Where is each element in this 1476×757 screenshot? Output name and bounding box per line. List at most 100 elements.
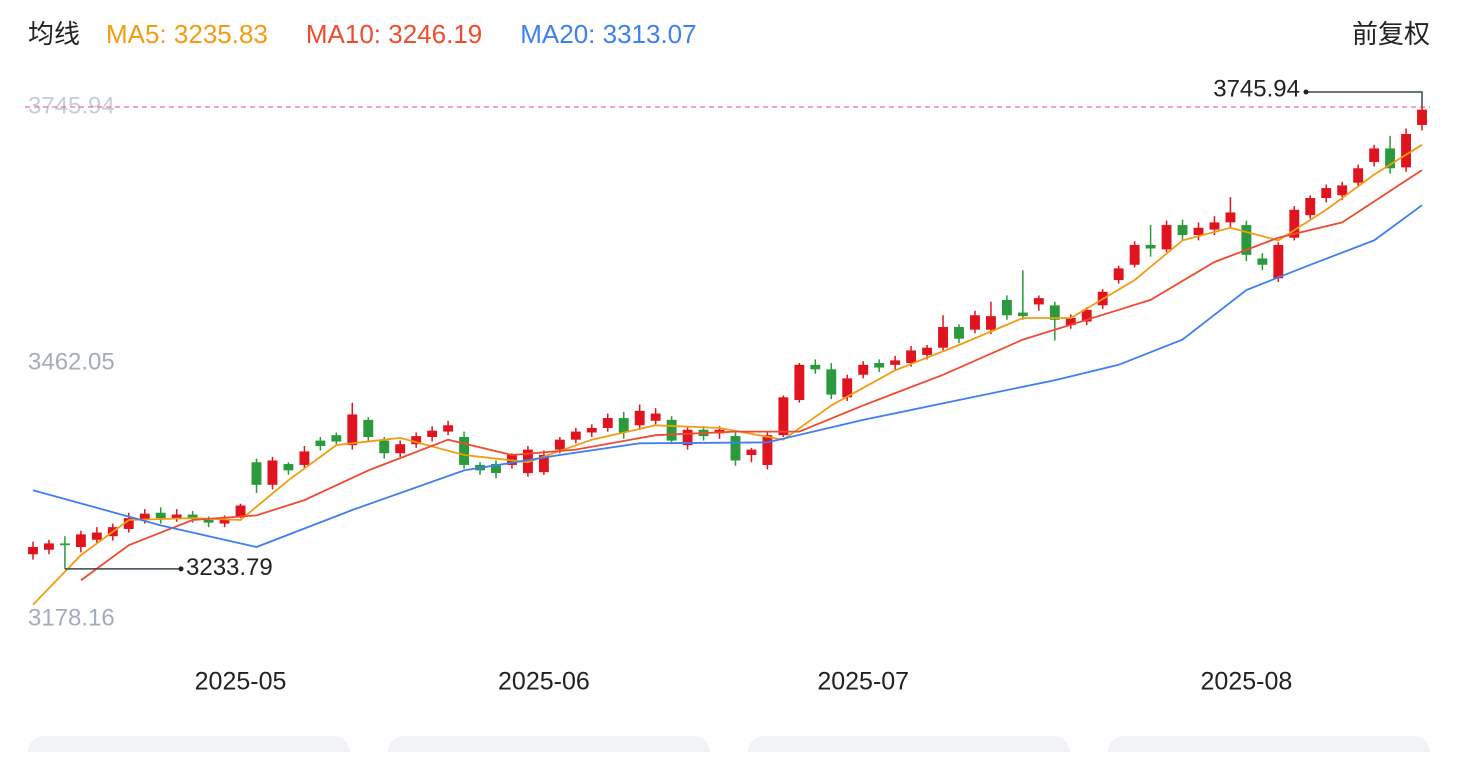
candle-body [203, 519, 214, 523]
candle-body [938, 326, 948, 348]
candle-body [299, 451, 310, 465]
legend-entry: MA20: 3313.07 [520, 19, 696, 49]
candle-body [283, 464, 294, 471]
x-tick-label: 2025-08 [1201, 668, 1293, 696]
candle-body [43, 543, 54, 550]
candle-body [746, 449, 757, 456]
candle-body [491, 464, 501, 474]
candle-body [411, 436, 422, 445]
candle-body [1193, 227, 1204, 235]
ma-line [32, 204, 1423, 548]
candle-body [91, 532, 102, 540]
candle-body [267, 460, 278, 485]
candle-body [1017, 312, 1028, 317]
candle-body [1081, 309, 1092, 322]
max-pointer [1306, 91, 1423, 107]
candle-body [363, 419, 374, 437]
candle-body [778, 397, 789, 436]
tab[interactable] [28, 736, 350, 757]
x-tick-label: 2025-06 [498, 668, 590, 696]
candle-body [379, 440, 390, 454]
candle-body [1369, 148, 1380, 162]
candle-body [922, 347, 933, 355]
candle-body [315, 440, 326, 447]
candle-body [171, 514, 182, 519]
candle-body [794, 364, 805, 401]
candle-body [586, 427, 597, 433]
candle-body [1113, 268, 1124, 281]
tab[interactable] [1108, 736, 1430, 757]
candle-body [1305, 198, 1316, 216]
candle-body [1385, 148, 1396, 169]
candle-body [666, 419, 677, 441]
candle-body [1417, 109, 1427, 125]
ma-line [32, 144, 1423, 606]
candle-body [1241, 225, 1252, 255]
candle-body [1321, 188, 1332, 199]
candle-body [1049, 305, 1060, 320]
candle-body [682, 429, 693, 446]
candle-body [1161, 225, 1172, 250]
candle-body [28, 547, 38, 555]
candle-body [1273, 244, 1284, 279]
candle-body [251, 462, 262, 485]
candle-body [954, 326, 964, 339]
candle-body [554, 439, 565, 450]
legend-entry: MA5: 3235.83 [106, 19, 268, 49]
candle-body [395, 444, 406, 454]
candle-body [75, 534, 86, 548]
candle-body [858, 364, 869, 375]
candle-body [810, 364, 821, 370]
candle-body [1129, 244, 1140, 265]
candle-body [1257, 258, 1268, 265]
y-tick-label: 3745.94 [28, 92, 115, 119]
candle-body [570, 431, 581, 440]
candle-body [1353, 168, 1364, 183]
candle-body [1337, 185, 1348, 196]
y-tick-label: 3178.16 [28, 604, 115, 631]
min-label: 3233.79 [186, 554, 273, 581]
candle-body [1065, 317, 1076, 326]
candle-body [331, 435, 342, 442]
candle-body [427, 430, 438, 437]
x-tick-label: 2025-05 [195, 668, 287, 696]
candle-body [842, 378, 853, 398]
ma-header: 均线 [28, 19, 80, 49]
adjust-label[interactable]: 前复权 [1352, 19, 1430, 49]
candle-body [650, 413, 661, 421]
candle-body [538, 455, 549, 473]
candle-body [634, 410, 645, 426]
tab[interactable] [388, 736, 710, 757]
candle-body [1225, 212, 1236, 223]
candle-body [347, 414, 358, 446]
candle-body [890, 360, 901, 365]
tab[interactable] [748, 736, 1070, 757]
candle-body [1001, 299, 1012, 316]
candle-body [1177, 225, 1188, 235]
candle-body [602, 418, 613, 428]
candle-body [762, 435, 773, 465]
candle-body [459, 436, 470, 465]
ma-line [80, 169, 1423, 582]
y-tick-label: 3462.05 [28, 348, 115, 375]
max-dot [1303, 89, 1309, 95]
candle-body [187, 514, 198, 519]
candle-body [985, 316, 996, 330]
candle-body [123, 518, 134, 529]
candle-body [618, 418, 629, 433]
candle-body [1289, 209, 1300, 238]
candle-body [155, 512, 166, 519]
candle-body [826, 369, 837, 395]
x-tick-label: 2025-07 [817, 668, 909, 696]
candle-body [1401, 133, 1412, 168]
legend-entry: MA10: 3246.19 [306, 19, 482, 49]
candle-body [906, 350, 917, 364]
candle-body [1033, 298, 1044, 305]
candle-body [970, 315, 980, 330]
candle-body [1145, 244, 1156, 249]
candle-body [219, 519, 230, 524]
max-label: 3745.94 [1213, 75, 1300, 102]
min-dot [178, 566, 184, 572]
